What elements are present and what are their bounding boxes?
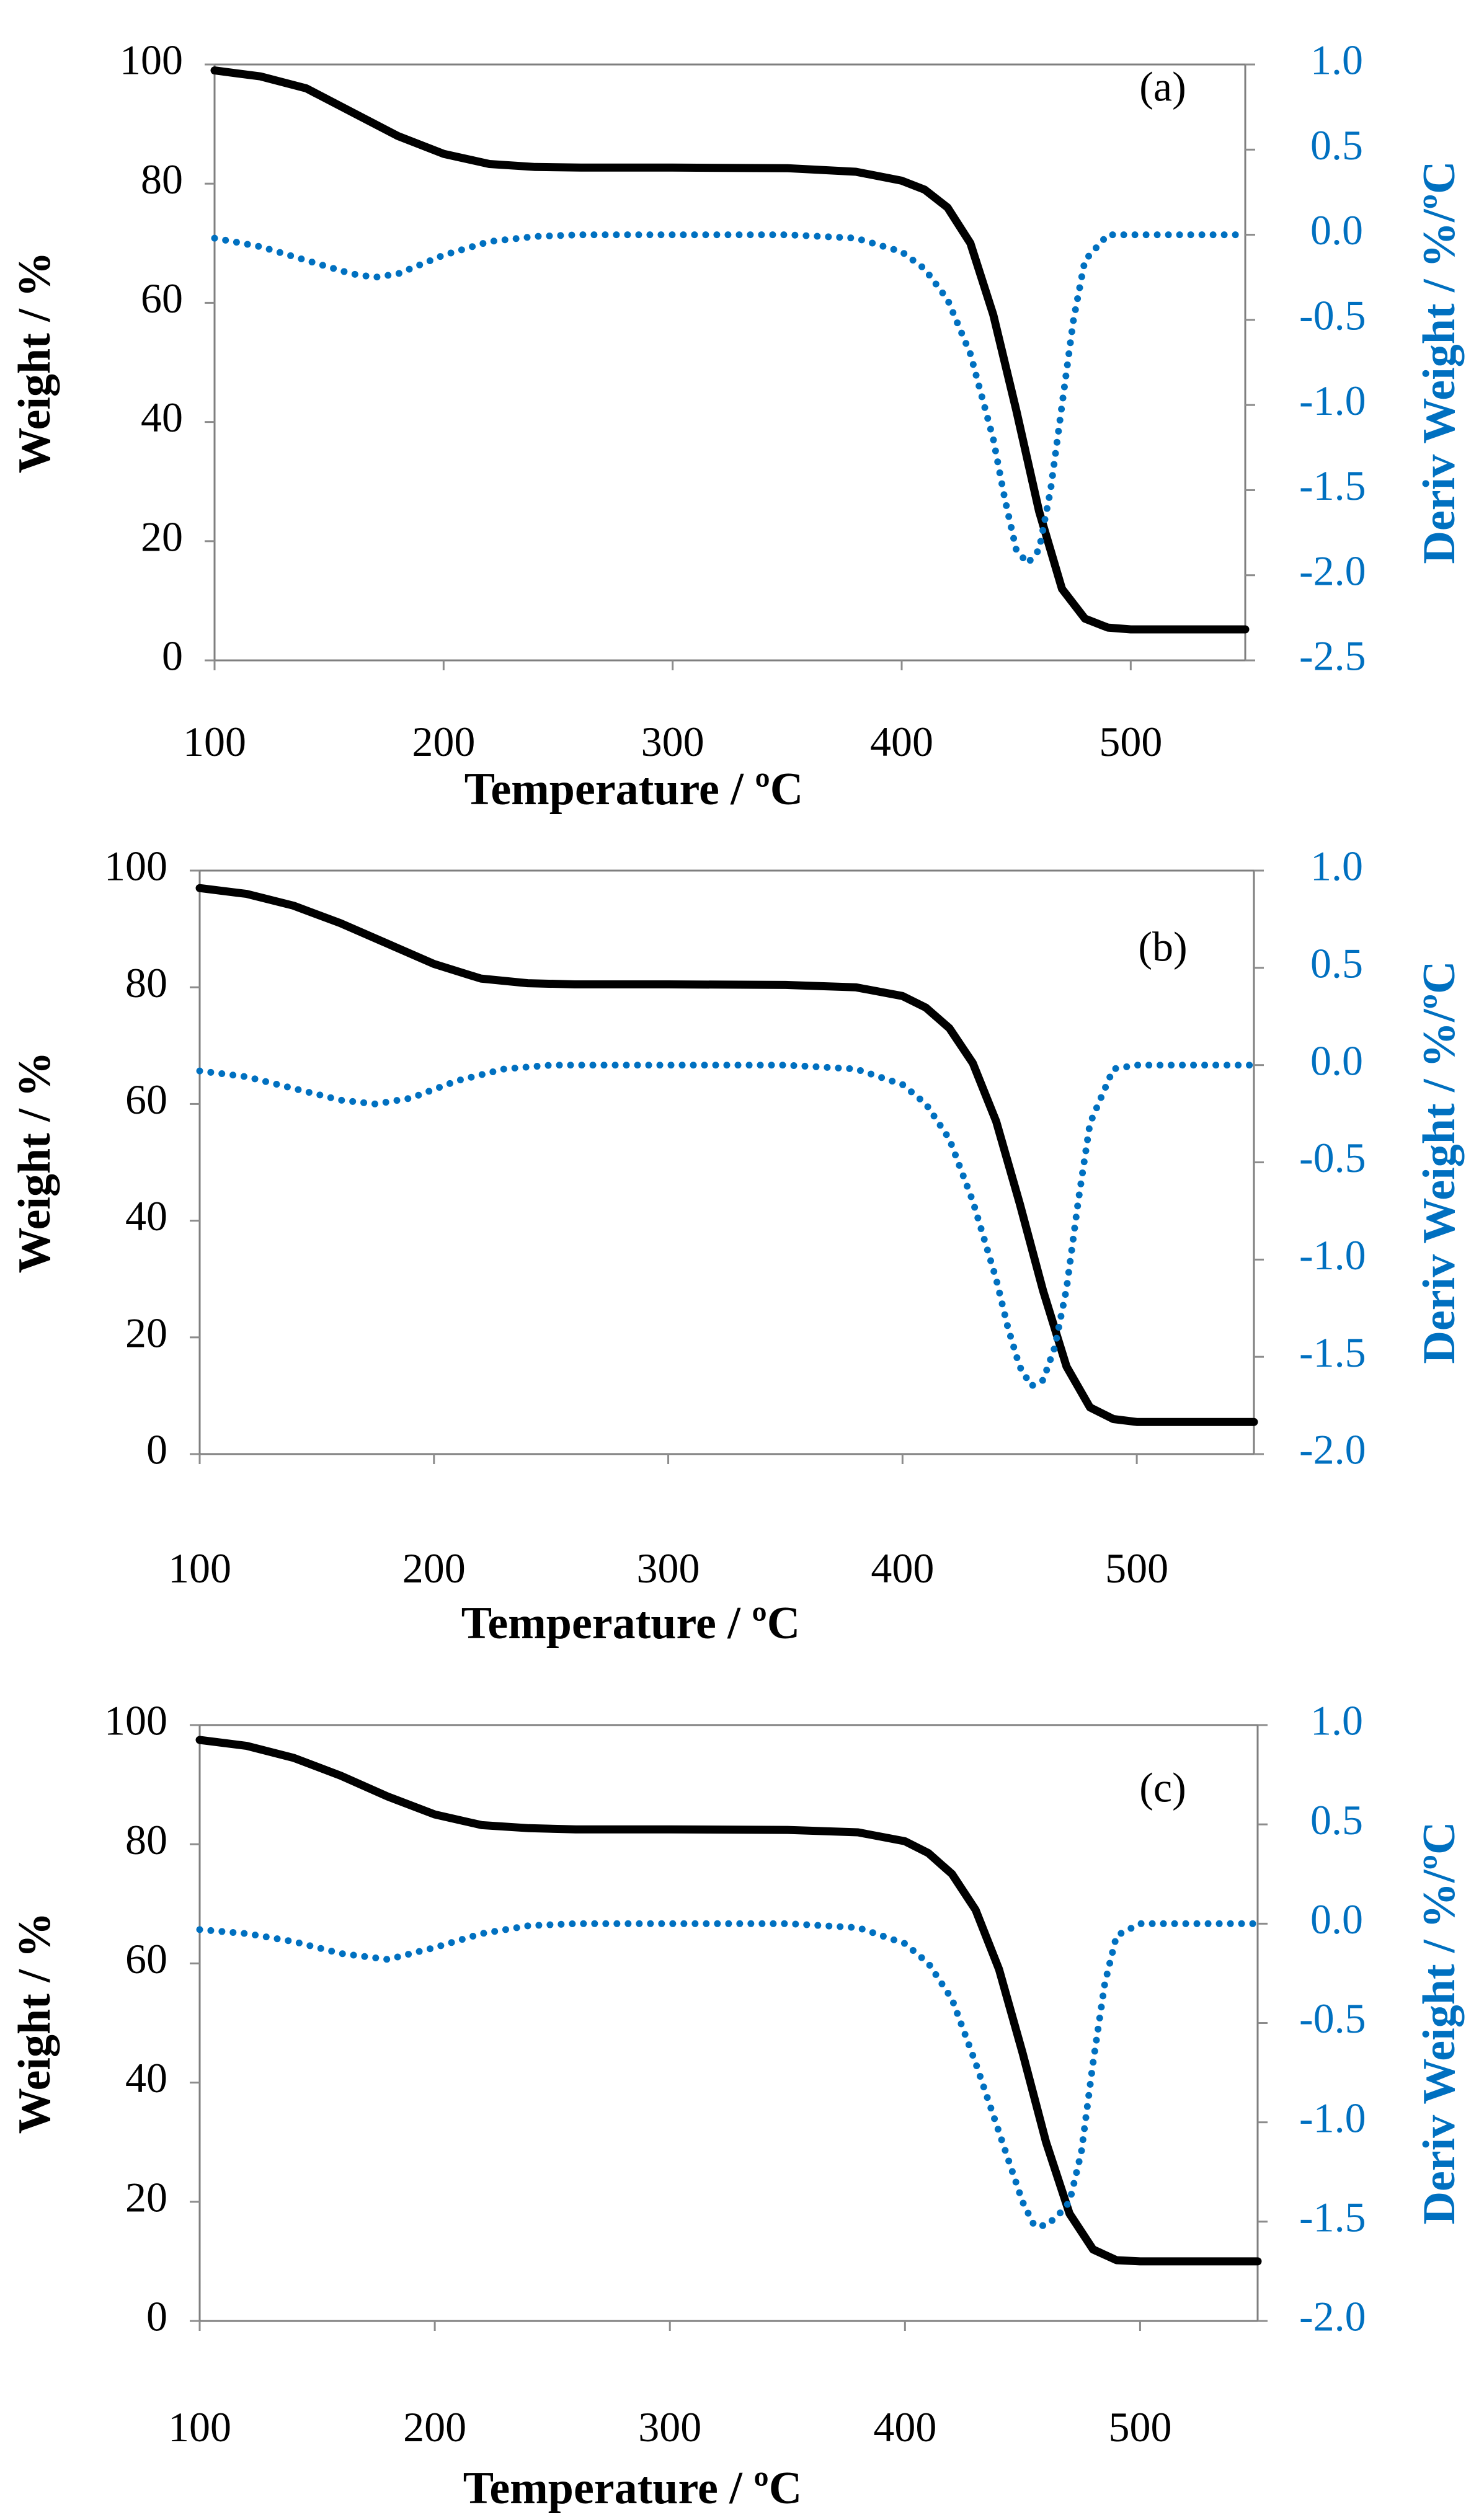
chart-panels: 0 20 40 60 80 100 -2.5 -2.0 -1.5 -1.0 -0.5 0.0 0.5 1.…	[9, 37, 1465, 2514]
y2-axis-title: Deriv Weight / %/ºC	[1414, 1822, 1465, 2225]
y-tick-label: 20	[141, 513, 183, 560]
x-tick-label: 100	[168, 1545, 231, 1592]
y-axis-title: Weight / %	[9, 252, 60, 474]
y-tick-label: 40	[141, 394, 183, 441]
y-tick-label: 80	[125, 959, 167, 1006]
y-tick-label: 80	[141, 156, 183, 203]
chart-panel: 0 20 40 60 80 100 -2.0 -1.5 -1.0 -0.5 0.0 0.5 1.0 100…	[9, 1697, 1465, 2514]
y-tick-label: 60	[141, 275, 183, 322]
panel-label: (b)	[1138, 923, 1187, 970]
y-axis-title: Weight / %	[9, 1912, 60, 2134]
deriv-weight-series	[211, 231, 1249, 567]
x-tick-label: 100	[183, 718, 246, 765]
y2-tick-label: -0.5	[1299, 291, 1366, 339]
y2-tick-label: -2.5	[1299, 632, 1366, 680]
y2-tick-label: -1.5	[1299, 462, 1366, 509]
chart-panel: 0 20 40 60 80 100 -2.0 -1.5 -1.0 -0.5 0.0 0.5 1.0 100…	[9, 843, 1465, 1649]
y-tick-label: 60	[125, 1076, 167, 1123]
x-tick-label: 500	[1108, 2403, 1171, 2451]
y2-tick-label: -1.5	[1299, 2193, 1366, 2240]
y2-tick-label: 0.5	[1310, 122, 1363, 169]
y-tick-label: 0	[146, 2293, 167, 2340]
y2-tick-label: 0.5	[1310, 939, 1363, 987]
y-axis-title: Weight / %	[9, 1052, 60, 1274]
deriv-weight-series	[196, 1920, 1261, 2229]
x-tick-label: 300	[638, 2403, 701, 2451]
y-tick-label: 100	[104, 843, 167, 890]
x-tick-label: 500	[1105, 1545, 1168, 1592]
y2-tick-label: 1.0	[1310, 843, 1363, 890]
weight-series	[195, 884, 1258, 1426]
y2-tick-label: 0.5	[1310, 1796, 1363, 1843]
y-tick-label: 80	[125, 1816, 167, 1863]
y-tick-label: 100	[120, 37, 183, 84]
x-tick-label: 400	[870, 718, 933, 765]
y-tick-label: 0	[146, 1426, 167, 1473]
plot-area	[213, 63, 1246, 662]
y2-tick-label: -1.0	[1299, 377, 1366, 424]
weight-series	[210, 66, 1250, 634]
x-tick-label: 400	[873, 2403, 936, 2451]
plot-area	[198, 1724, 1259, 2322]
y2-tick-label: -1.5	[1299, 1329, 1366, 1376]
panel-label: (a)	[1139, 63, 1186, 110]
x-axis-title: Temperature / ºC	[464, 764, 803, 815]
y-tick-label: 40	[125, 2054, 167, 2101]
y-tick-label: 100	[104, 1697, 167, 1744]
x-tick-label: 200	[402, 1545, 466, 1592]
y2-tick-label: -1.0	[1299, 1231, 1366, 1279]
x-tick-label: 200	[403, 2403, 466, 2451]
y2-tick-label: -0.5	[1299, 1995, 1366, 2042]
y2-tick-label: 0.0	[1310, 1896, 1363, 1943]
chart-panel: 0 20 40 60 80 100 -2.5 -2.0 -1.5 -1.0 -0.5 0.0 0.5 1.…	[9, 37, 1465, 815]
y2-tick-label: -2.0	[1299, 547, 1366, 594]
y2-tick-label: -1.0	[1299, 2094, 1366, 2141]
y-tick-label: 0	[162, 632, 183, 680]
y-tick-label: 60	[125, 1935, 167, 1982]
x-tick-label: 500	[1099, 718, 1162, 765]
x-axis-title: Temperature / ºC	[463, 2463, 802, 2514]
weight-series	[195, 1736, 1262, 2266]
y2-tick-label: -2.0	[1299, 2293, 1366, 2340]
y2-tick-label: 1.0	[1310, 37, 1363, 84]
y-tick-label: 20	[125, 1309, 167, 1356]
x-tick-label: 400	[871, 1545, 934, 1592]
panel-label: (c)	[1139, 1764, 1186, 1811]
x-tick-label: 200	[412, 718, 475, 765]
y-tick-label: 40	[125, 1192, 167, 1240]
y2-tick-label: -2.0	[1299, 1426, 1366, 1473]
y2-axis-title: Deriv Weight / %/ºC	[1414, 161, 1465, 564]
y2-tick-label: 0.0	[1310, 1037, 1363, 1084]
x-tick-label: 300	[637, 1545, 700, 1592]
x-axis-title: Temperature / ºC	[461, 1598, 800, 1649]
y2-tick-label: 0.0	[1310, 206, 1363, 254]
x-tick-label: 100	[168, 2403, 231, 2451]
plot-area	[198, 869, 1255, 1455]
y-tick-label: 20	[125, 2173, 167, 2221]
x-tick-label: 300	[641, 718, 704, 765]
y2-tick-label: 1.0	[1310, 1697, 1363, 1744]
y2-axis-title: Deriv Weight / %/ºC	[1414, 961, 1465, 1364]
y2-tick-label: -0.5	[1299, 1134, 1366, 1181]
